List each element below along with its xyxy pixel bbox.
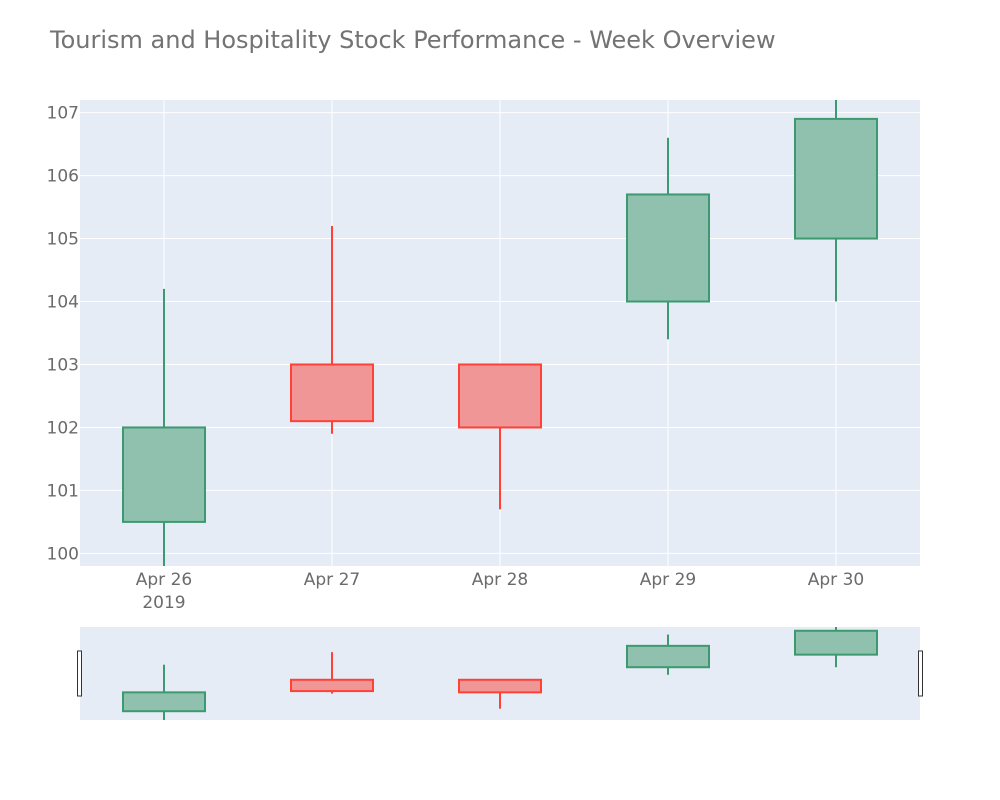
candle-body [290,363,374,423]
rangeslider-right-handle[interactable] [918,650,923,697]
x-tick-label: Apr 27 [304,570,360,590]
y-tick-label: 104 [47,293,79,313]
y-tick-label: 107 [47,104,79,124]
slider-candle-body [794,629,878,656]
y-tick-label: 106 [47,167,79,187]
rangeslider-left-handle[interactable] [77,650,82,697]
candle-body [122,426,206,523]
y-tick-label: 101 [47,481,79,501]
x-tick-label: Apr 26 [136,570,192,590]
slider-candle-body [290,678,374,693]
x-year-label: 2019 [142,593,185,613]
y-tick-label: 100 [47,544,79,564]
y-tick-label: 103 [47,355,79,375]
chart-title: Tourism and Hospitality Stock Performanc… [50,26,776,54]
x-tick-label: Apr 30 [808,570,864,590]
x-tick-label: Apr 28 [472,570,528,590]
y-tick-label: 102 [47,418,79,438]
y-tick-label: 105 [47,230,79,250]
x-tick-label: Apr 29 [640,570,696,590]
slider-candle-body [626,644,710,669]
slider-candle-body [458,678,542,694]
candle-body [794,117,878,240]
slider-candle-body [122,691,206,713]
candle-body [458,363,542,429]
candle-body [626,193,710,303]
